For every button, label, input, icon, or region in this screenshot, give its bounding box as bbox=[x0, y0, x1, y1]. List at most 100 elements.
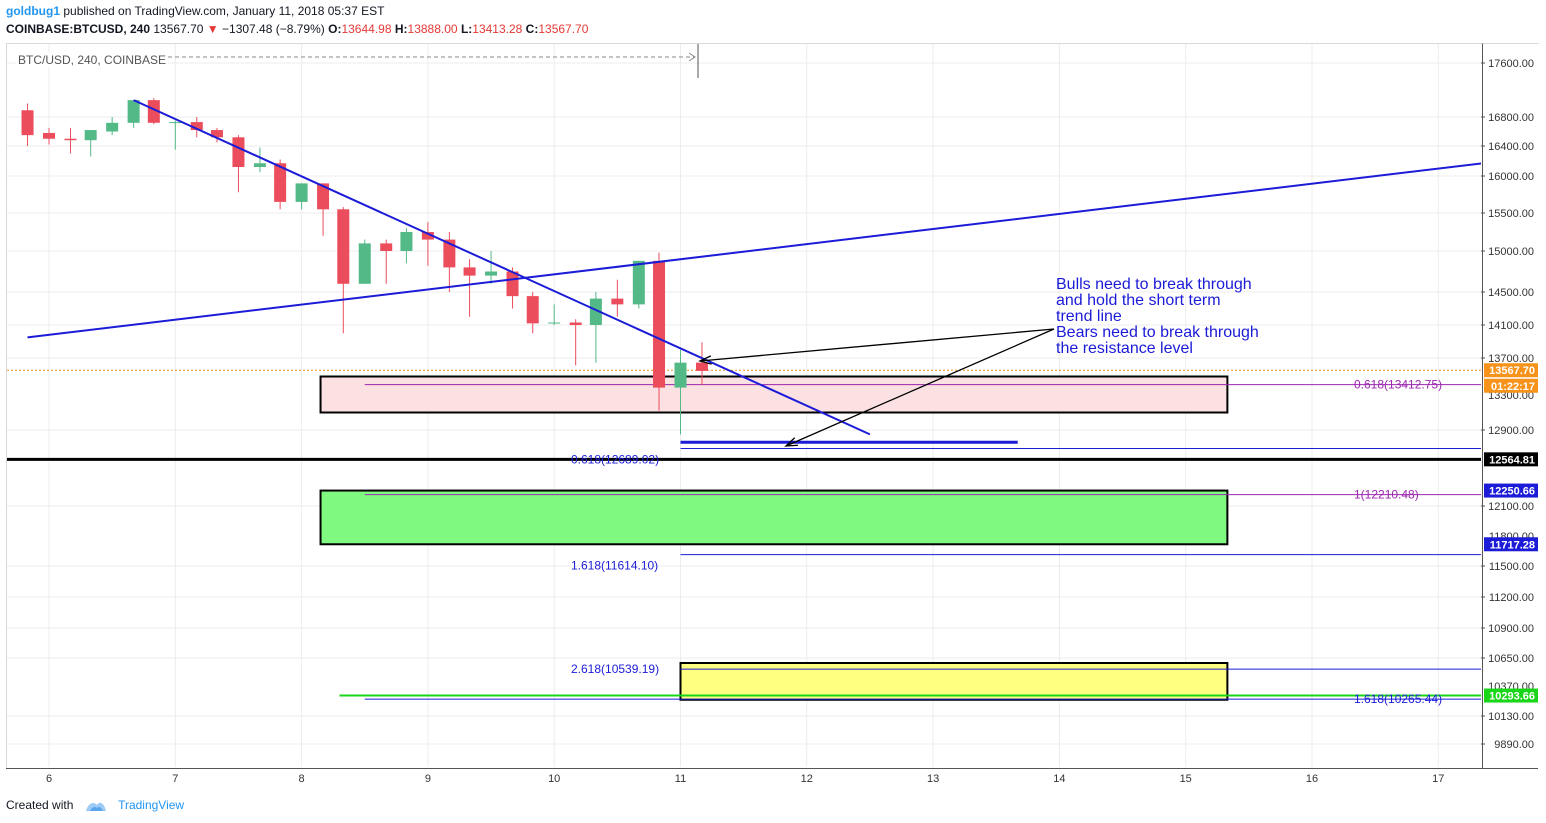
y-tick-label: 14500.00 bbox=[1488, 287, 1534, 299]
y-tick-label: 12100.00 bbox=[1488, 501, 1534, 513]
price-badge-label: 11717.28 bbox=[1490, 539, 1535, 551]
footer: Created with TradingView bbox=[6, 797, 184, 813]
candle-body[interactable] bbox=[632, 260, 645, 305]
support-zone-green bbox=[319, 489, 1229, 546]
candle-body[interactable] bbox=[337, 209, 350, 284]
candle-body[interactable] bbox=[232, 137, 245, 167]
candle-body[interactable] bbox=[569, 322, 582, 325]
candle-body[interactable] bbox=[127, 100, 140, 123]
y-tick-label: 15000.00 bbox=[1488, 246, 1534, 258]
candle-body[interactable] bbox=[589, 298, 602, 325]
candle-body[interactable] bbox=[64, 138, 77, 141]
price-badge-label: 12564.81 bbox=[1489, 454, 1535, 466]
candle-body[interactable] bbox=[210, 130, 223, 138]
candle-body[interactable] bbox=[253, 163, 266, 167]
y-tick-label: 13700.00 bbox=[1488, 353, 1534, 365]
price-badge bbox=[1484, 363, 1538, 378]
time-axis-line bbox=[6, 768, 1538, 769]
y-tick-label: 17600.00 bbox=[1488, 58, 1534, 70]
candle-body[interactable] bbox=[380, 243, 393, 251]
price-badge bbox=[1484, 537, 1538, 552]
annotation-text: Bulls need to break through and hold the… bbox=[1056, 277, 1259, 357]
created-with-text: Created with bbox=[6, 798, 74, 812]
x-tick-label: 7 bbox=[172, 773, 178, 785]
candle-body[interactable] bbox=[106, 122, 119, 132]
pane-symbol-label: BTC/USD, 240, COINBASE bbox=[16, 53, 169, 67]
candle-body[interactable] bbox=[358, 243, 371, 284]
y-tick-label: 14100.00 bbox=[1488, 320, 1534, 332]
y-tick-label: 11200.00 bbox=[1489, 592, 1534, 604]
high-value: 13888.00 bbox=[407, 22, 458, 36]
author-name[interactable]: goldbug1 bbox=[6, 4, 60, 18]
low-value: 13413.28 bbox=[472, 22, 523, 36]
y-tick-label: 15500.00 bbox=[1488, 208, 1534, 220]
published-text: published on TradingView.com, January 11… bbox=[63, 4, 385, 18]
fib-label: 0.618(12689.02) bbox=[571, 452, 659, 466]
x-tick-label: 9 bbox=[425, 773, 431, 785]
y-tick-label: 10130.00 bbox=[1488, 711, 1534, 723]
fib-label: 1.618(11614.10) bbox=[571, 559, 658, 573]
price-badge-label: 12250.66 bbox=[1489, 486, 1535, 498]
candle-body[interactable] bbox=[147, 100, 160, 123]
close-label: C: bbox=[525, 22, 539, 36]
price-change: −1307.48 (−8.79%) bbox=[222, 22, 325, 36]
tradingview-link[interactable]: TradingView bbox=[118, 798, 185, 812]
open-label: O: bbox=[328, 22, 342, 36]
candle-body[interactable] bbox=[190, 122, 203, 131]
annotation-arrow bbox=[785, 328, 1055, 447]
publish-header: goldbug1 published on TradingView.com, J… bbox=[6, 3, 384, 19]
candle-body[interactable] bbox=[400, 232, 413, 251]
high-label: H: bbox=[394, 22, 408, 36]
ohlc-header: COINBASE:BTCUSD, 240 13567.70 ▼ −1307.48… bbox=[6, 21, 588, 37]
price-badge bbox=[1484, 452, 1538, 467]
x-tick-label: 12 bbox=[801, 773, 813, 785]
price-badge bbox=[1484, 688, 1538, 703]
y-tick-label: 12900.00 bbox=[1488, 425, 1534, 437]
annotation-arrow bbox=[699, 328, 1055, 362]
candle-body[interactable] bbox=[463, 267, 476, 276]
candle-body[interactable] bbox=[317, 183, 330, 210]
y-tick-label: 10900.00 bbox=[1488, 623, 1534, 635]
close-value: 13567.70 bbox=[538, 22, 589, 36]
candle-body[interactable] bbox=[506, 271, 519, 297]
tradingview-logo-icon[interactable] bbox=[85, 799, 107, 813]
price-badge bbox=[1484, 483, 1538, 498]
y-tick-label: 16800.00 bbox=[1488, 112, 1534, 124]
candle-body[interactable] bbox=[695, 362, 708, 371]
price-axis[interactable] bbox=[1482, 43, 1539, 769]
x-tick-label: 6 bbox=[46, 773, 52, 785]
date-range-arrow bbox=[688, 52, 696, 62]
candle-body[interactable] bbox=[611, 298, 624, 305]
candle-body[interactable] bbox=[674, 362, 687, 388]
x-tick-label: 11 bbox=[675, 773, 686, 785]
x-tick-label: 14 bbox=[1053, 773, 1065, 785]
annotation-line: and hold the short term bbox=[1056, 292, 1221, 309]
y-tick-label: 16000.00 bbox=[1488, 171, 1534, 183]
y-tick-label: 10650.00 bbox=[1488, 653, 1534, 665]
annotation-line: trend line bbox=[1056, 308, 1122, 325]
rising-resistance-line[interactable] bbox=[27, 161, 1502, 339]
candle-body[interactable] bbox=[653, 260, 666, 388]
candle-body[interactable] bbox=[526, 296, 539, 324]
annotation-line: Bears need to break through bbox=[1056, 324, 1259, 341]
low-label: L: bbox=[460, 22, 473, 36]
candle-body[interactable] bbox=[274, 163, 287, 202]
candle-body[interactable] bbox=[421, 232, 434, 240]
chart-pane[interactable] bbox=[6, 43, 1483, 769]
candle-body[interactable] bbox=[84, 130, 97, 141]
fib-label: 0.618(13412.75) bbox=[1354, 378, 1442, 392]
resistance-zone bbox=[319, 375, 1229, 414]
short-term-trend-line[interactable] bbox=[133, 99, 871, 436]
x-tick-label: 13 bbox=[927, 773, 939, 785]
price-badge-label: 10293.66 bbox=[1489, 691, 1535, 703]
candle-body[interactable] bbox=[443, 239, 456, 268]
candle-body[interactable] bbox=[21, 110, 34, 136]
candle-body[interactable] bbox=[548, 322, 561, 324]
candle-body[interactable] bbox=[295, 183, 308, 202]
candle-body[interactable] bbox=[43, 132, 55, 139]
candle-body[interactable] bbox=[169, 122, 182, 124]
candle-body[interactable] bbox=[485, 271, 498, 276]
annotation-line: the resistance level bbox=[1056, 340, 1193, 357]
support-zone-yellow bbox=[679, 662, 1229, 701]
